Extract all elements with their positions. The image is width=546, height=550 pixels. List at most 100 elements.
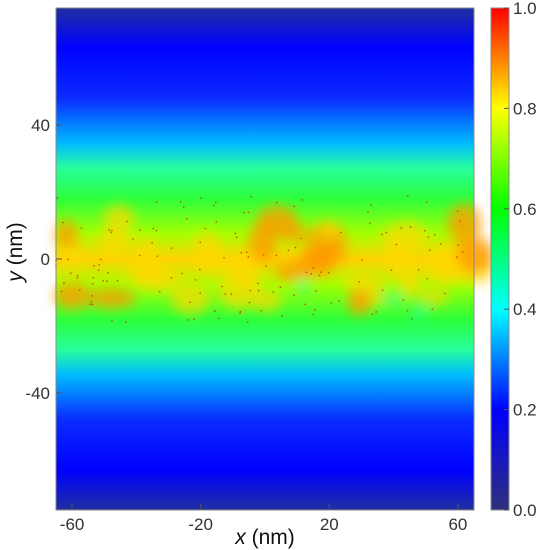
data-point [204, 227, 207, 230]
data-point [179, 201, 182, 203]
data-point [215, 221, 218, 223]
y-axis: 40 0 -40 [25, 116, 62, 403]
hotspot [194, 232, 221, 260]
data-point [444, 292, 446, 295]
data-point [431, 308, 434, 311]
data-point [110, 231, 113, 234]
data-point [156, 255, 159, 258]
data-point [158, 290, 161, 293]
plot-area [53, 7, 495, 511]
data-point [361, 259, 364, 261]
data-point [400, 227, 403, 229]
hotspot [456, 237, 494, 274]
x-axis-label: x (nm) [234, 526, 295, 549]
data-point [381, 289, 384, 291]
data-point [301, 198, 303, 201]
hotspot [251, 289, 282, 311]
data-point [318, 274, 321, 277]
data-point [260, 309, 263, 312]
data-point [338, 300, 340, 303]
y-tick-label: 0 [41, 250, 50, 269]
data-point [110, 320, 113, 322]
point-layer [55, 195, 464, 324]
hotspot [382, 221, 429, 255]
data-point [126, 220, 128, 223]
x-tick-label: -20 [188, 515, 213, 534]
hotspot [53, 282, 91, 309]
data-point [99, 258, 102, 261]
data-point [90, 300, 93, 303]
data-point [456, 256, 458, 259]
data-point [194, 279, 197, 281]
data-point [189, 301, 192, 304]
data-point [457, 244, 459, 247]
data-point [76, 274, 79, 277]
data-point [193, 318, 196, 320]
hotspot [218, 272, 260, 310]
y-tick-label: -40 [25, 384, 50, 403]
data-point [214, 201, 217, 204]
data-point [246, 321, 249, 324]
low-pocket [295, 279, 312, 292]
data-point [182, 206, 185, 209]
data-point [425, 201, 428, 203]
data-point [248, 301, 251, 304]
data-point [293, 294, 295, 297]
data-point [67, 258, 70, 261]
data-point [300, 237, 303, 240]
data-point [235, 236, 238, 239]
data-point [275, 254, 278, 257]
data-point [97, 269, 100, 272]
hotspot [301, 246, 346, 266]
low-pocket [385, 293, 402, 306]
hotspot [125, 261, 172, 283]
data-point [395, 243, 398, 246]
data-point [106, 272, 109, 274]
data-point [170, 247, 173, 250]
data-point [385, 231, 388, 234]
data-point [155, 229, 158, 232]
data-point [230, 293, 233, 295]
data-point [240, 251, 243, 254]
data-point [305, 271, 308, 274]
data-point [234, 232, 237, 235]
hotspot [227, 252, 256, 275]
colorbar-tick-label: 0.8 [513, 99, 537, 118]
data-point [139, 229, 142, 231]
data-point [245, 251, 248, 254]
data-point [370, 204, 373, 206]
data-point [381, 233, 383, 236]
data-point [198, 268, 201, 271]
data-point [458, 220, 461, 222]
data-point [221, 285, 224, 288]
data-point [368, 222, 371, 224]
colorbar-ramp [490, 7, 510, 511]
data-point [239, 312, 241, 314]
data-point [314, 309, 316, 311]
data-point [62, 221, 64, 224]
data-point [428, 249, 431, 252]
data-point [76, 276, 79, 279]
low-pocket [411, 306, 428, 319]
data-point [80, 227, 83, 230]
data-point [199, 241, 202, 244]
hotspot [248, 223, 276, 263]
data-point [287, 249, 290, 252]
data-point [185, 217, 188, 220]
data-point [367, 211, 369, 214]
data-point [417, 269, 420, 271]
data-point [262, 253, 265, 256]
data-point [155, 201, 158, 203]
data-point [181, 272, 183, 275]
data-point [358, 280, 360, 283]
data-point [257, 289, 260, 292]
x-tick-label: 20 [320, 515, 339, 534]
data-point [265, 265, 267, 268]
data-point [390, 269, 393, 272]
data-point [102, 279, 105, 282]
data-point [439, 242, 442, 245]
hotspot [420, 288, 449, 305]
data-point [312, 313, 315, 316]
data-point [272, 291, 275, 294]
data-point [93, 264, 96, 267]
